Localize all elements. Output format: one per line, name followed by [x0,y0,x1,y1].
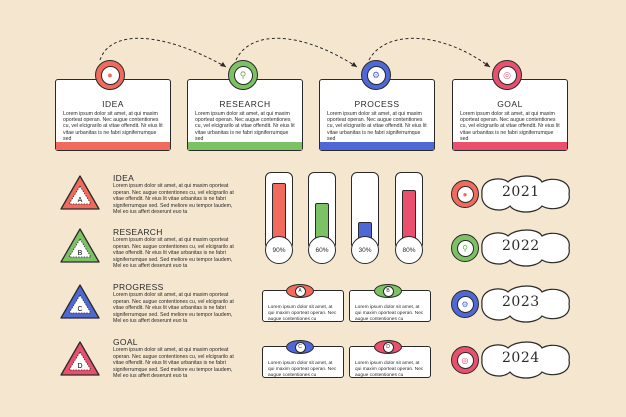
triangle-c: C [60,284,100,319]
card-process: PROCESS Lorem ipsum dolor sit amet, at q… [319,79,435,151]
target-icon: ◎ [461,355,469,365]
triangle-b: B [60,228,100,263]
info-text: Lorem ipsum dolor sit amet, at qui maxim… [355,361,424,378]
pill-d: D [374,340,402,354]
list-title: IDEA [113,173,135,183]
year-cloud [481,285,570,323]
pill-letter: A [294,285,306,297]
year-label: 2024 [502,350,540,366]
magnifier-icon: ⚲ [462,243,468,253]
pill-a: A [286,284,314,298]
list-letter: B [78,250,83,257]
gear-badge: ⚙ [361,60,391,90]
percent-badge: 90% [265,236,293,264]
card-accent-bar [453,142,567,150]
year-badge: ● [451,180,479,208]
target-icon: ◎ [503,69,511,80]
year-badge: ⚲ [451,234,479,262]
list-letter: D [77,363,82,370]
percent-badge: 80% [395,236,423,264]
year-cloud [481,341,570,379]
pill-letter: C [294,341,306,353]
card-accent-bar [56,142,170,150]
card-text: Lorem ipsum dolor sit amet, at qui maxim… [63,111,163,142]
card-text: Lorem ipsum dolor sit amet, at qui maxim… [460,111,560,142]
year-badge: ◎ [451,346,479,374]
lightbulb-badge: ● [95,60,125,90]
card-idea: IDEA Lorem ipsum dolor sit amet, at qui … [55,79,171,151]
info-text: Lorem ipsum dolor sit amet, at qui maxim… [268,305,337,322]
gear-icon: ⚙ [461,299,469,309]
list-letter: C [77,306,82,313]
magnifier-badge: ⚲ [228,60,258,90]
list-title: GOAL [113,337,138,347]
list-letter: A [78,197,83,204]
card-title: IDEA [102,99,124,109]
year-label: 2022 [502,238,540,254]
year-cloud [481,229,570,267]
year-badge: ⚙ [451,290,479,318]
card-title: GOAL [497,99,523,109]
pill-letter: B [382,285,394,297]
bar-fill [272,183,286,243]
lightbulb-icon: ● [462,189,468,199]
card-accent-bar [320,142,434,150]
list-text: Lorem ipsum dolor sit amet, at qui maxim… [113,183,234,216]
flow-arrows [99,37,491,68]
list-title: PROGRESS [113,282,164,292]
list-text: Lorem ipsum dolor sit amet, at qui maxim… [113,237,234,270]
pill-c: C [286,340,314,354]
card-title: PROCESS [354,99,400,109]
triangle-d: D [60,341,100,376]
target-badge: ◎ [492,60,522,90]
pill-letter: D [382,341,394,353]
card-title: RESEARCH [219,99,271,109]
info-text: Lorem ipsum dolor sit amet, at qui maxim… [268,361,337,378]
year-label: 2023 [502,294,540,310]
list-text: Lorem ipsum dolor sit amet, at qui maxim… [113,292,234,325]
gear-icon: ⚙ [371,69,381,80]
list-title: RESEARCH [113,227,163,237]
percent-badge: 30% [351,236,379,264]
lightbulb-icon: ● [107,69,113,80]
pill-b: B [374,284,402,298]
list-text: Lorem ipsum dolor sit amet, at qui maxim… [113,347,234,380]
card-research: RESEARCH Lorem ipsum dolor sit amet, at … [187,79,303,151]
info-text: Lorem ipsum dolor sit amet, at qui maxim… [355,305,424,322]
card-goal: GOAL Lorem ipsum dolor sit amet, at qui … [452,79,568,151]
magnifier-icon: ⚲ [239,69,247,80]
percent-badge: 60% [308,236,336,264]
card-text: Lorem ipsum dolor sit amet, at qui maxim… [195,111,295,142]
year-label: 2021 [502,184,540,200]
card-accent-bar [188,142,302,150]
triangle-a: A [60,175,100,210]
card-text: Lorem ipsum dolor sit amet, at qui maxim… [327,111,427,142]
info-box-a: Lorem ipsum dolor sit amet, at qui maxim… [262,290,344,322]
year-cloud [481,175,570,213]
